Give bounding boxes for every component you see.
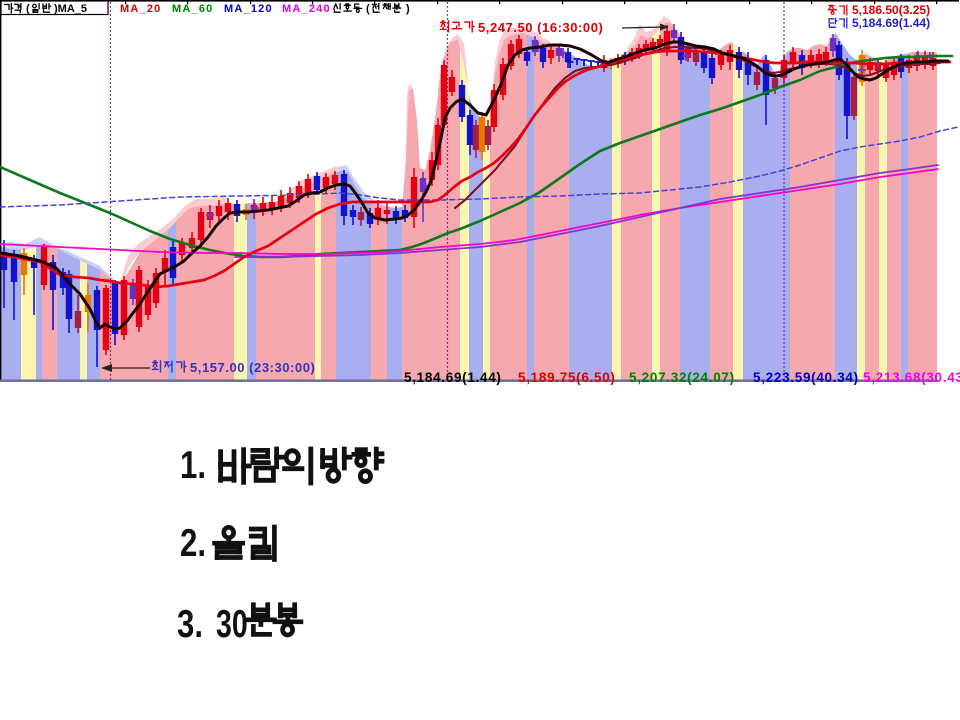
svg-text:): ) — [406, 3, 410, 15]
svg-text:5,247.50 (16:30:00): 5,247.50 (16:30:00) — [478, 20, 603, 35]
svg-text:MA_60: MA_60 — [172, 3, 213, 15]
svg-text:5,186.50(3.25): 5,186.50(3.25) — [852, 3, 930, 17]
svg-text:)MA_5: )MA_5 — [54, 3, 87, 15]
svg-text:2.: 2. — [180, 522, 206, 565]
svg-text:5,184.69(1.44): 5,184.69(1.44) — [852, 16, 930, 30]
svg-text:5,157.00 (23:30:00): 5,157.00 (23:30:00) — [190, 360, 315, 375]
svg-text:5,223.59(40.34): 5,223.59(40.34) — [753, 370, 859, 385]
svg-text:5,207.32(24.07): 5,207.32(24.07) — [629, 370, 735, 385]
svg-text:MA_20: MA_20 — [120, 3, 161, 15]
svg-text:3.: 3. — [177, 603, 203, 646]
svg-text:1.: 1. — [180, 444, 206, 487]
svg-text:MA_120: MA_120 — [224, 3, 273, 15]
svg-text:5,184.69(1.44): 5,184.69(1.44) — [404, 370, 502, 385]
svg-text:(: ( — [366, 3, 370, 15]
svg-text:MA_240: MA_240 — [282, 3, 331, 15]
svg-text:5,213.68(30.43): 5,213.68(30.43) — [863, 370, 960, 385]
svg-text:5,189.75(6.50): 5,189.75(6.50) — [518, 370, 616, 385]
svg-text:30: 30 — [216, 603, 248, 646]
svg-text:(: ( — [26, 3, 30, 15]
